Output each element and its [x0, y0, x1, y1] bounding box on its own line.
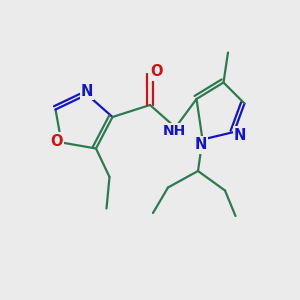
Text: O: O [50, 134, 62, 148]
Text: N: N [195, 137, 207, 152]
Text: N: N [81, 84, 93, 99]
Text: O: O [150, 64, 163, 80]
Text: NH: NH [162, 124, 186, 138]
Text: N: N [234, 128, 246, 142]
